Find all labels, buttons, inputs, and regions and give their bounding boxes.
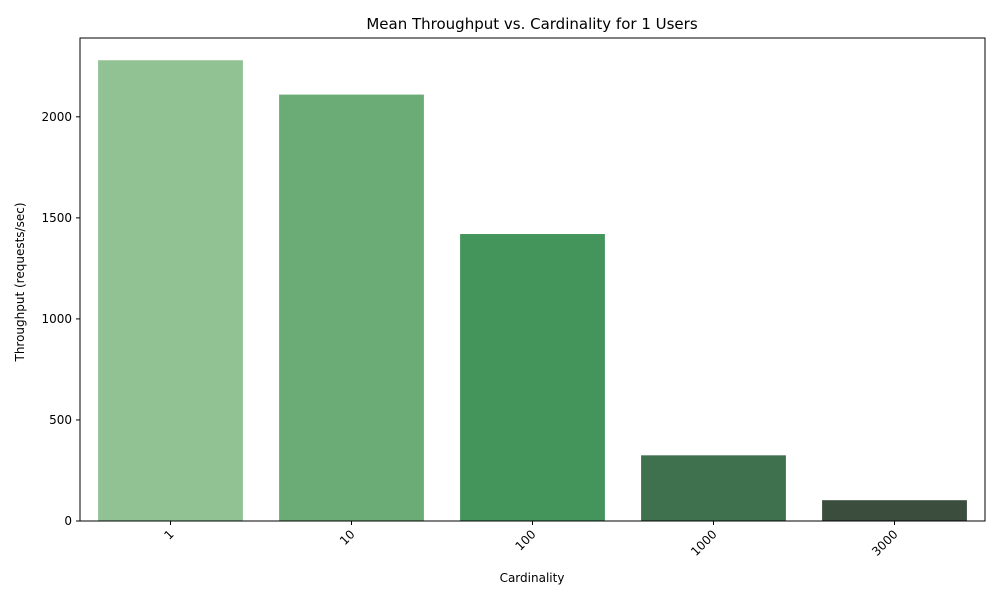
x-tick-label: 1000	[688, 527, 719, 558]
x-tick-label: 10	[337, 527, 358, 548]
y-axis-label: Throughput (requests/sec)	[13, 202, 27, 362]
y-tick-label: 2000	[41, 110, 72, 124]
x-tick-label: 1	[161, 527, 176, 542]
y-tick-label: 500	[49, 413, 72, 427]
x-axis-label: Cardinality	[500, 571, 565, 585]
x-tick-label: 100	[513, 527, 539, 553]
bar-1000	[641, 455, 786, 521]
bar-1	[98, 60, 243, 521]
y-tick-label: 1000	[41, 312, 72, 326]
y-axis: 0 500 1000 1500 2000	[41, 110, 80, 528]
bar-10	[279, 94, 424, 521]
chart-title: Mean Throughput vs. Cardinality for 1 Us…	[366, 15, 697, 33]
x-axis: 1 10 100 1000 3000	[161, 521, 901, 559]
x-tick-label: 3000	[869, 527, 900, 558]
bar-100	[460, 234, 605, 521]
y-tick-label: 1500	[41, 211, 72, 225]
bar-3000	[822, 500, 967, 521]
y-tick-label: 0	[64, 514, 72, 528]
plot-area	[79, 37, 986, 522]
